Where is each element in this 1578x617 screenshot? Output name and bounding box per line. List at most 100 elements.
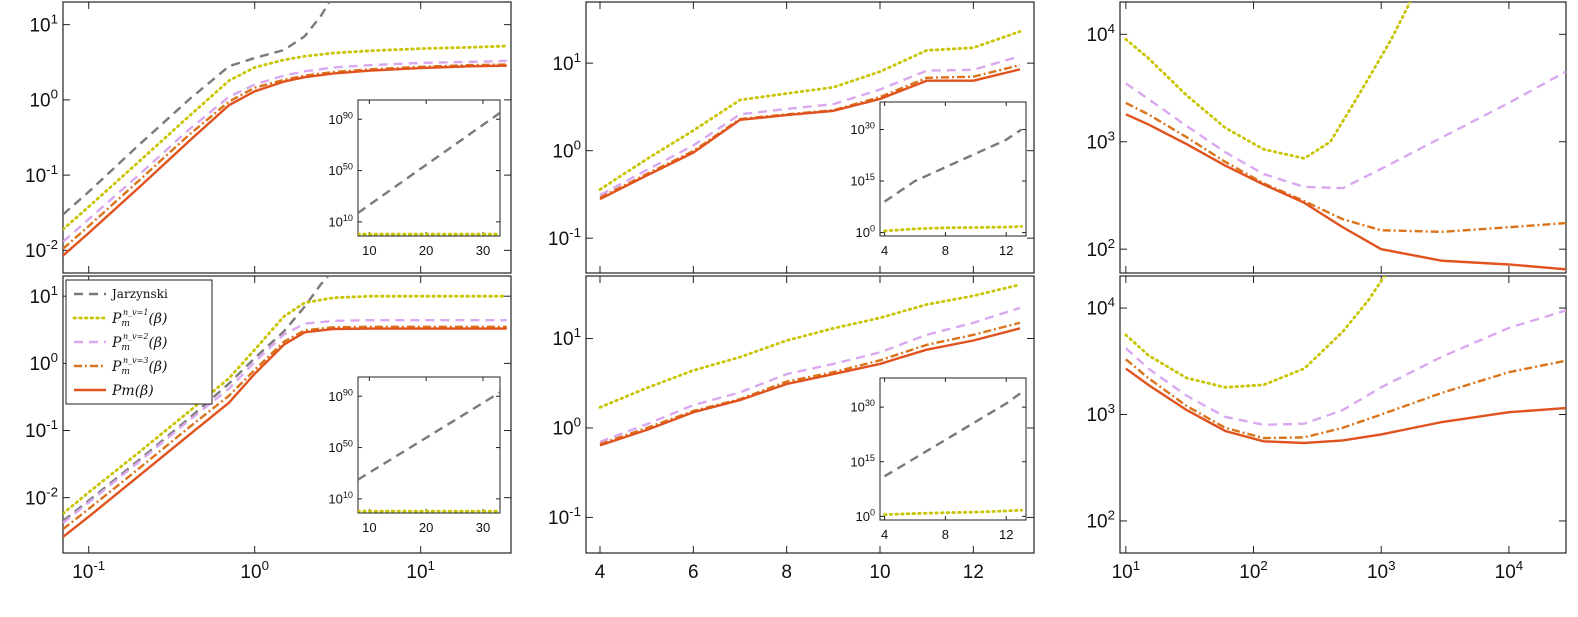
series-pm-b2 <box>599 327 1021 447</box>
inset-ytick-label: 1015 <box>850 453 875 469</box>
series-n3-a3 <box>1125 101 1566 234</box>
inset-xtick-label: 20 <box>419 520 433 535</box>
ytick-label: 101 <box>552 325 581 350</box>
series-n2-b3 <box>1125 309 1566 427</box>
xtick-label: 100 <box>240 558 269 583</box>
inset-xtick-label: 10 <box>362 520 376 535</box>
inset-ytick-label: 1050 <box>328 162 353 178</box>
xtick-label: 104 <box>1495 558 1524 583</box>
series-n3-b2 <box>599 321 1021 446</box>
inset-b2: 4 8 12 100 1015 1030 <box>850 377 1027 542</box>
inset-series-n1 <box>883 508 1023 517</box>
inset-frame <box>879 377 1027 521</box>
legend-label: Pm(β) <box>111 383 154 399</box>
legend: Jarzynski Pmn_v=1(β) Pmn_v=2(β) Pmn_v=3(β) P… <box>65 279 213 405</box>
inset-frame <box>357 99 501 237</box>
series-n1-b3 <box>1124 276 1387 389</box>
series-n2-b2 <box>599 306 1021 443</box>
inset-ytick-label: 1010 <box>328 213 353 229</box>
series-pm-b3 <box>1125 367 1566 445</box>
xtick-label: 4 <box>595 562 606 583</box>
series-n2-a3 <box>1125 70 1566 190</box>
ytick-label: 10-2 <box>25 237 58 262</box>
series-pm-a2 <box>599 68 1021 201</box>
inset-ytick-label: 100 <box>855 224 875 240</box>
xtick-label: 6 <box>688 562 699 583</box>
inset-ytick-label: 100 <box>855 507 875 523</box>
inset-xtick-label: 10 <box>362 243 376 258</box>
inset-series-jar <box>883 128 1023 203</box>
ytick-label: 101 <box>29 11 58 36</box>
series-n1-b1 <box>63 294 509 515</box>
inset-ytick-label: 1090 <box>328 110 353 126</box>
ytick-label: 10-1 <box>548 504 581 529</box>
ytick-label: 100 <box>29 87 58 112</box>
inset-ytick-label: 1090 <box>328 387 353 403</box>
panel-a3: 102 103 104 <box>1086 1 1567 274</box>
inset-b1: 10 20 30 1010 1050 1090 <box>328 376 501 535</box>
xtick-label: 10-1 <box>72 558 105 583</box>
ytick-label: 103 <box>1086 128 1115 153</box>
inset-ytick-label: 1050 <box>328 439 353 455</box>
xtick-label: 12 <box>963 562 984 583</box>
ytick-label: 101 <box>552 50 581 75</box>
inset-frame <box>879 101 1027 237</box>
series-n3-b1 <box>63 325 507 531</box>
ytick-label: 101 <box>29 283 58 308</box>
inset-frame <box>357 376 501 514</box>
inset-xtick-label: 20 <box>419 243 433 258</box>
xtick-label: 101 <box>1112 558 1141 583</box>
ytick-label: 104 <box>1086 21 1115 46</box>
ytick-label: 104 <box>1086 295 1115 320</box>
series-n3-b3 <box>1125 358 1566 440</box>
inset-ytick-label: 1015 <box>850 172 875 188</box>
panel-b3: 101 102 103 104 102 103 104 <box>1086 275 1567 583</box>
xtick-label: 10 <box>869 562 890 583</box>
inset-xtick-label: 8 <box>942 243 949 258</box>
ytick-label: 100 <box>29 350 58 375</box>
ytick-label: 10-1 <box>25 162 58 187</box>
inset-series-jar <box>358 391 500 481</box>
ytick-label: 103 <box>1086 401 1115 426</box>
inset-xtick-label: 30 <box>476 243 490 258</box>
series-n3-a1 <box>63 63 507 250</box>
series-n1-a1 <box>63 44 509 231</box>
panel-b2: 4 6 8 10 12 10-1 100 101 4 8 12 100 1015 1030 <box>548 275 1035 583</box>
legend-label: Pmn_v=1(β) <box>111 308 167 329</box>
series-pm-a1 <box>63 64 507 257</box>
ytick-label: 100 <box>552 415 581 440</box>
xtick-label: 102 <box>1239 558 1268 583</box>
ytick-label: 10-2 <box>25 484 58 509</box>
inset-ytick-label: 1010 <box>328 490 353 506</box>
series-jar-b1 <box>63 276 330 522</box>
series-n2-a2 <box>599 55 1021 197</box>
inset-xtick-label: 12 <box>999 527 1013 542</box>
inset-xtick-label: 30 <box>476 520 490 535</box>
legend-label: Pmn_v=2(β) <box>111 332 167 353</box>
inset-series-n1 <box>883 225 1023 233</box>
series-pm-a3 <box>1125 113 1566 271</box>
series-n1-a2 <box>598 30 1022 191</box>
inset-ytick-label: 1030 <box>850 398 875 414</box>
inset-xtick-label: 12 <box>999 243 1013 258</box>
inset-xtick-label: 4 <box>881 527 888 542</box>
ytick-label: 102 <box>1086 508 1115 533</box>
inset-a2: 4 8 12 100 1015 1030 <box>850 101 1027 258</box>
ytick-label: 10-1 <box>548 225 581 250</box>
panel-a2: 10-1 100 101 4 8 12 100 1015 1030 <box>548 1 1035 274</box>
series-n1-b2 <box>598 283 1022 409</box>
legend-label: Pmn_v=3(β) <box>111 356 167 377</box>
legend-label: Jarzynski <box>110 287 168 301</box>
inset-a1: 10 20 30 1010 1050 1090 <box>328 99 501 258</box>
series-pm-b1 <box>63 327 507 538</box>
inset-ytick-label: 1030 <box>850 121 875 137</box>
ytick-label: 10-1 <box>25 417 58 442</box>
xtick-label: 8 <box>781 562 792 583</box>
inset-xtick-label: 4 <box>881 243 888 258</box>
inset-xtick-label: 8 <box>942 527 949 542</box>
series-n2-b1 <box>63 318 507 524</box>
xtick-label: 103 <box>1367 558 1396 583</box>
series-n1-a3 <box>1124 2 1412 160</box>
